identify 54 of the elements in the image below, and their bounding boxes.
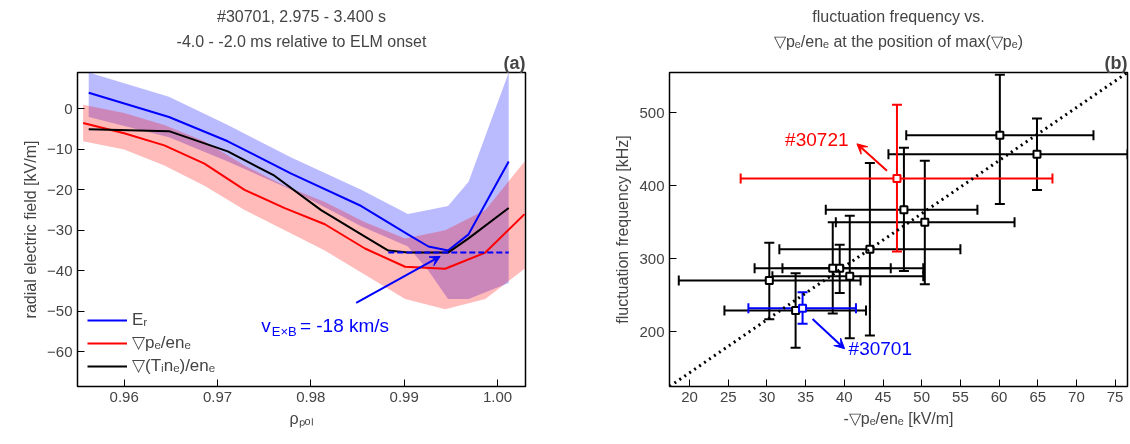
legend-label: Eᵣ (132, 310, 149, 330)
y-tick-label: −10 (47, 140, 73, 158)
x-tick-label: 0.99 (389, 387, 419, 405)
y-axis-title: radial electric field [kV/m] (22, 140, 40, 319)
text: (a) (503, 52, 526, 73)
x-axis-title: ρₚₒₗ (289, 409, 314, 428)
y-tick-label: 300 (639, 249, 665, 267)
legend-label: ▽pₑ/enₑ (132, 332, 191, 353)
x-axis-title: -▽pₑ/enₑ [kV/m] (843, 409, 954, 427)
x-tick-label: 0.97 (202, 387, 233, 405)
point (845, 271, 855, 281)
x-tick-label: 35 (797, 387, 815, 405)
x-tick-label: 30 (758, 387, 776, 405)
chart-subtitle: -4.0 - -2.0 ms relative to ELM onset (176, 32, 427, 50)
point (764, 276, 774, 286)
legend-label: ▽(Tᵢnₑ)/enₑ (132, 355, 216, 376)
x-tick-label: 40 (836, 387, 853, 405)
x-tick-label: 25 (719, 387, 737, 405)
y-tick-label: 0 (64, 99, 73, 117)
point (1032, 149, 1042, 159)
y-tick-label: 400 (639, 176, 665, 194)
y-tick-label: −20 (47, 180, 73, 198)
y-tick-label: −50 (47, 302, 73, 320)
point (920, 217, 930, 227)
y-tick-label: 500 (639, 103, 665, 121)
annotation: #30721 (785, 129, 849, 151)
y-tick-label: −30 (47, 221, 73, 239)
y-axis-title: fluctuation frequency [kHz] (614, 135, 632, 324)
x-tick-label: 60 (990, 387, 1008, 405)
line-series (87, 91, 510, 252)
chart-subtitle: ▽pₑ/enₑ at the position of max(▽pₑ) (773, 32, 1024, 50)
x-tick-label: 50 (913, 387, 931, 405)
x-tick-label: 1.00 (482, 387, 513, 405)
x-tick-label: 20 (681, 387, 698, 405)
x-tick-label: 55 (952, 387, 969, 405)
chart-title: fluctuation frequency vs. (812, 7, 985, 25)
y-tick-label: −40 (47, 261, 73, 279)
y-tick-label: −60 (47, 342, 73, 360)
x-tick-label: 45 (874, 387, 892, 405)
chart-title: #30701, 2.975 - 3.400 s (216, 7, 387, 25)
x-tick-label: 65 (1029, 387, 1047, 405)
y-tick-label: 200 (639, 322, 665, 340)
point (995, 130, 1005, 140)
point (892, 173, 902, 183)
line-series (87, 128, 510, 254)
x-tick-label: 70 (1068, 387, 1085, 405)
x-tick-label: 0.96 (109, 387, 139, 405)
annotation: #30701 (848, 338, 912, 360)
x-tick-label: 0.98 (296, 387, 326, 405)
point (899, 205, 909, 215)
line-series (82, 122, 526, 270)
annotation: (b) (1104, 52, 1128, 73)
point (798, 303, 808, 313)
x-tick-label: 75 (1106, 387, 1124, 405)
